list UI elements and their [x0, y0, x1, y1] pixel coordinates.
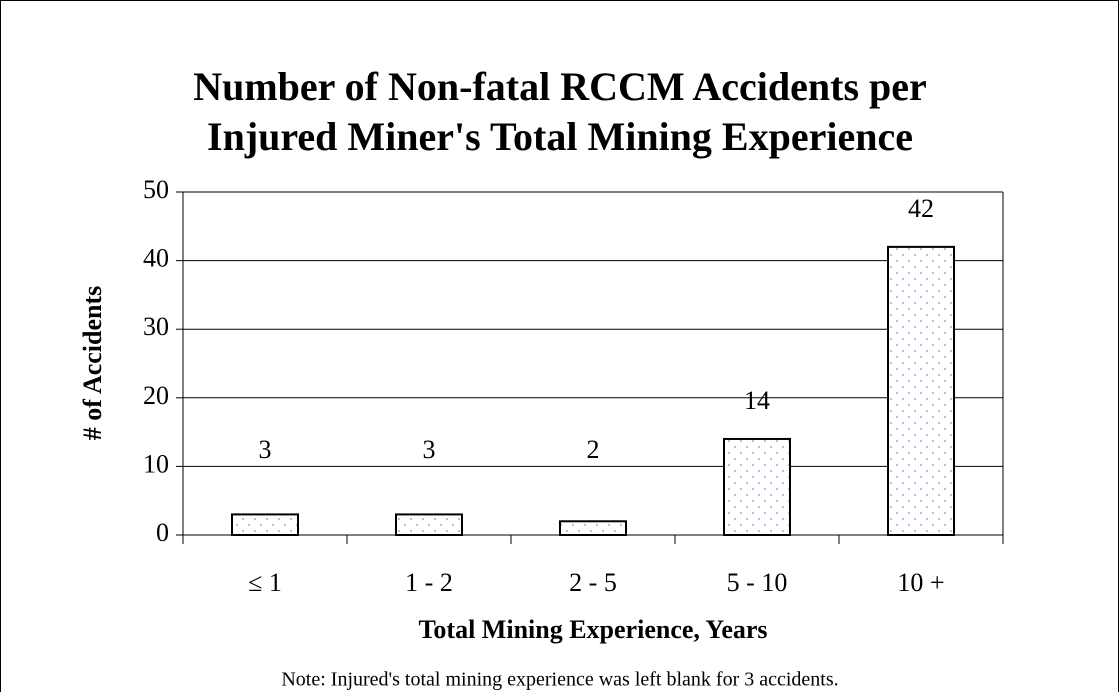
x-tick-label: 5 - 10 [727, 568, 788, 597]
x-tick-label: 1 - 2 [405, 568, 453, 597]
chart-title: Number of Non-fatal RCCM Accidents per I… [193, 64, 927, 159]
y-tick-label: 10 [143, 449, 169, 478]
bar [559, 520, 627, 537]
bar [887, 245, 955, 536]
y-axis-label: # of Accidents [78, 286, 107, 441]
y-tick-label: 30 [143, 312, 169, 341]
y-tick-label: 50 [143, 175, 169, 204]
bar [723, 437, 791, 536]
bar [395, 513, 463, 536]
bar [231, 513, 299, 536]
y-tick-label: 0 [156, 518, 169, 547]
x-tick-label: ≤ 1 [248, 568, 282, 597]
data-label: 42 [908, 194, 934, 223]
data-label: 3 [259, 435, 272, 464]
data-label: 2 [587, 435, 600, 464]
note: Note: Injured's total mining experience … [281, 669, 838, 691]
y-tick-label: 40 [143, 244, 169, 273]
x-tick-label: 10 + [897, 568, 944, 597]
y-tick-label: 20 [143, 381, 169, 410]
x-axis-label: Total Mining Experience, Years [418, 615, 767, 644]
data-label: 3 [423, 435, 436, 464]
x-tick-label: 2 - 5 [569, 568, 617, 597]
data-label: 14 [744, 386, 770, 415]
